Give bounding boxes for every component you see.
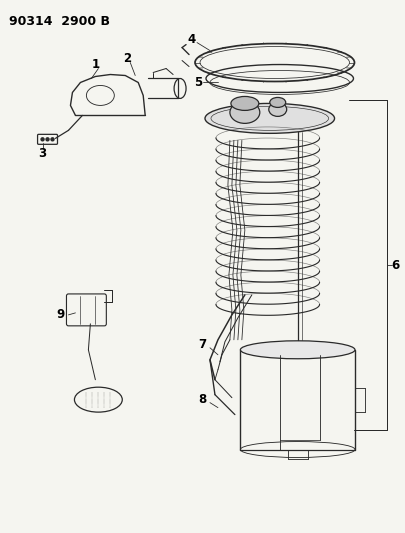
Ellipse shape bbox=[205, 103, 335, 133]
Text: 3: 3 bbox=[38, 147, 47, 160]
Ellipse shape bbox=[269, 102, 287, 116]
Text: 90314  2900 B: 90314 2900 B bbox=[9, 15, 110, 28]
Ellipse shape bbox=[270, 98, 286, 108]
Text: 4: 4 bbox=[188, 33, 196, 46]
Text: 2: 2 bbox=[123, 52, 131, 65]
Text: 1: 1 bbox=[91, 58, 100, 71]
Text: 5: 5 bbox=[194, 76, 202, 89]
Text: 7: 7 bbox=[198, 338, 206, 351]
Text: 8: 8 bbox=[198, 393, 206, 406]
Ellipse shape bbox=[230, 101, 260, 123]
Ellipse shape bbox=[241, 341, 355, 359]
Circle shape bbox=[41, 138, 44, 141]
Text: 6: 6 bbox=[391, 259, 399, 271]
Text: 9: 9 bbox=[56, 309, 65, 321]
Ellipse shape bbox=[231, 96, 259, 110]
Circle shape bbox=[46, 138, 49, 141]
Circle shape bbox=[51, 138, 54, 141]
